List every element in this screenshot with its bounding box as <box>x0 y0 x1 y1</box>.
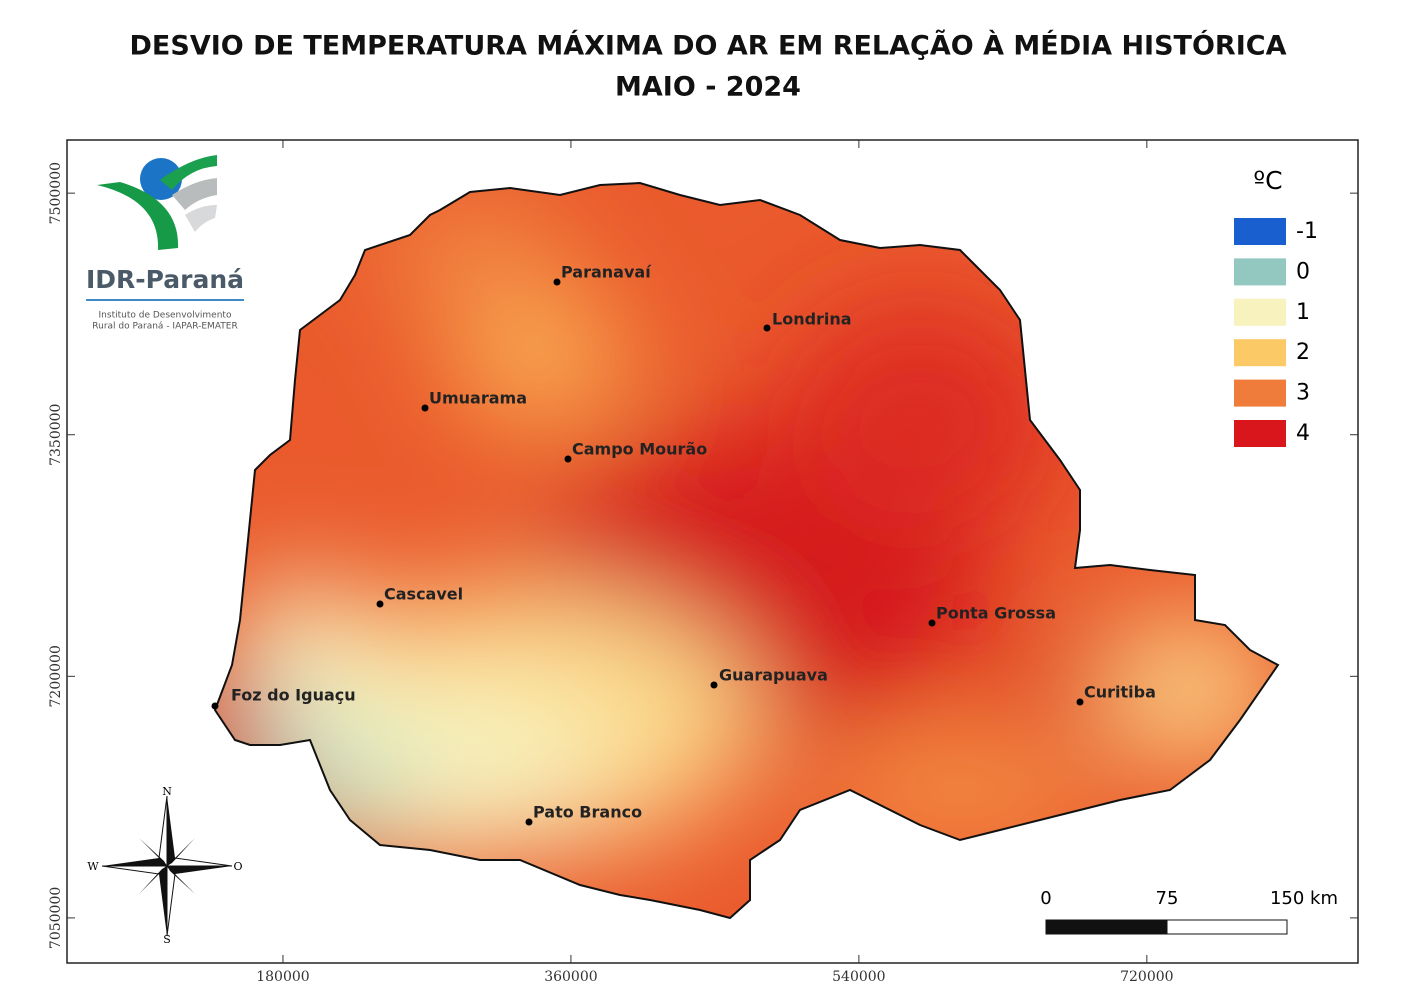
city: Campo Mourão <box>564 440 707 463</box>
y-tick-label: 7050000 <box>48 887 64 949</box>
x-tick-label: 540000 <box>832 969 885 985</box>
legend-swatch <box>1234 379 1286 407</box>
y-tick-label: 7500000 <box>48 162 64 224</box>
city: Guarapuava <box>710 666 828 689</box>
y-tick-label: 7200000 <box>48 645 64 707</box>
x-tick-label: 180000 <box>256 969 309 985</box>
city: Foz do Iguaçu <box>211 686 356 710</box>
legend-swatch <box>1234 218 1286 245</box>
legend-swatch <box>1234 298 1286 326</box>
legend-label: -1 <box>1296 219 1318 244</box>
axis-ticks: 180000 360000 540000 720000 7500000 7350000 72… <box>48 140 1358 985</box>
x-tick-label: 360000 <box>544 969 597 985</box>
city-label: Londrina <box>772 310 852 329</box>
scale-label: 150 km <box>1270 888 1338 909</box>
city: Londrina <box>763 310 852 332</box>
city-label: Paranavaí <box>561 263 652 282</box>
y-tick-label: 7350000 <box>48 404 64 466</box>
cities: Paranavaí Londrina Umuarama Campo Mourão… <box>211 263 1156 826</box>
legend-label: 0 <box>1296 259 1310 284</box>
city: Pato Branco <box>525 803 642 826</box>
compass-label: S <box>163 933 171 946</box>
scale-bar: 0 75 150 km <box>1040 888 1338 935</box>
city-label: Ponta Grossa <box>936 604 1056 623</box>
city: Curitiba <box>1076 683 1156 706</box>
city: Cascavel <box>376 585 463 608</box>
legend-swatch <box>1234 420 1286 447</box>
city: Umuarama <box>421 389 527 412</box>
legend-label: 4 <box>1296 421 1310 446</box>
city-label: Curitiba <box>1084 683 1156 702</box>
legend-label: 3 <box>1296 381 1310 406</box>
city: Ponta Grossa <box>928 604 1056 627</box>
title: DESVIO DE TEMPERATURA MÁXIMA DO AR EM RE… <box>130 30 1287 62</box>
x-tick-label: 720000 <box>1120 969 1173 985</box>
legend-label: 2 <box>1296 340 1310 365</box>
logo: IDR-Paraná Instituto de Desenvolvimento … <box>86 155 244 332</box>
city-label: Pato Branco <box>533 803 642 822</box>
compass: N S W O <box>87 785 242 946</box>
compass-label: W <box>87 860 99 873</box>
logo-name: IDR-Paraná <box>86 265 244 294</box>
legend-swatch <box>1234 339 1286 367</box>
logo-line: Instituto de Desenvolvimento <box>99 311 232 321</box>
city-label: Cascavel <box>384 585 463 604</box>
logo-line: Rural do Paraná - IAPAR-EMATER <box>92 322 237 332</box>
legend-swatch <box>1234 258 1286 286</box>
city: Paranavaí <box>553 263 652 286</box>
city-label: Umuarama <box>429 389 527 408</box>
legend: -1 0 1 2 3 4 <box>1234 218 1318 447</box>
city-label: Campo Mourão <box>572 440 707 459</box>
legend-label: 1 <box>1296 300 1310 325</box>
scale-label: 75 <box>1156 888 1179 909</box>
temperature-surface <box>215 183 1278 918</box>
subtitle: MAIO - 2024 <box>615 72 801 103</box>
compass-label: N <box>162 785 172 798</box>
city-label: Guarapuava <box>719 666 828 685</box>
scale-label: 0 <box>1040 888 1051 909</box>
compass-label: O <box>233 860 242 873</box>
city-label: Foz do Iguaçu <box>231 686 356 705</box>
legend-title: ºC <box>1253 166 1282 195</box>
